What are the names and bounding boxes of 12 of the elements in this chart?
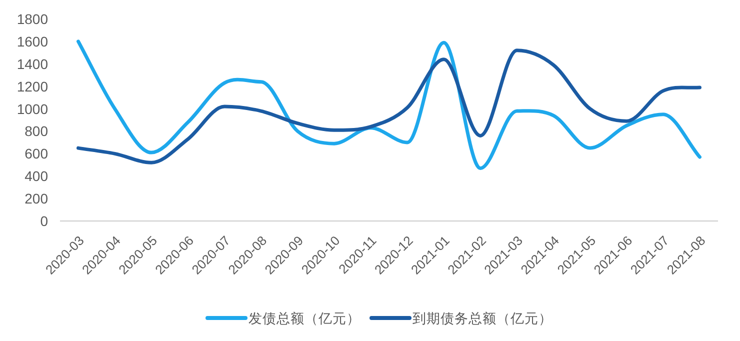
y-tick-label: 200 [24,190,48,207]
y-tick-label: 1200 [16,78,48,94]
legend-label: 到期债务总额（亿元） [412,311,552,326]
y-tick-label: 600 [24,146,48,162]
y-tick-label: 1400 [16,56,48,72]
y-tick-label: 800 [24,123,48,140]
y-tick-label: 1600 [16,33,48,50]
y-tick-label: 0 [40,213,48,229]
y-tick-label: 1000 [16,100,48,117]
legend-label: 发债总额（亿元） [248,311,360,326]
y-tick-label: 400 [24,168,48,184]
y-tick-label: 1800 [16,11,48,27]
